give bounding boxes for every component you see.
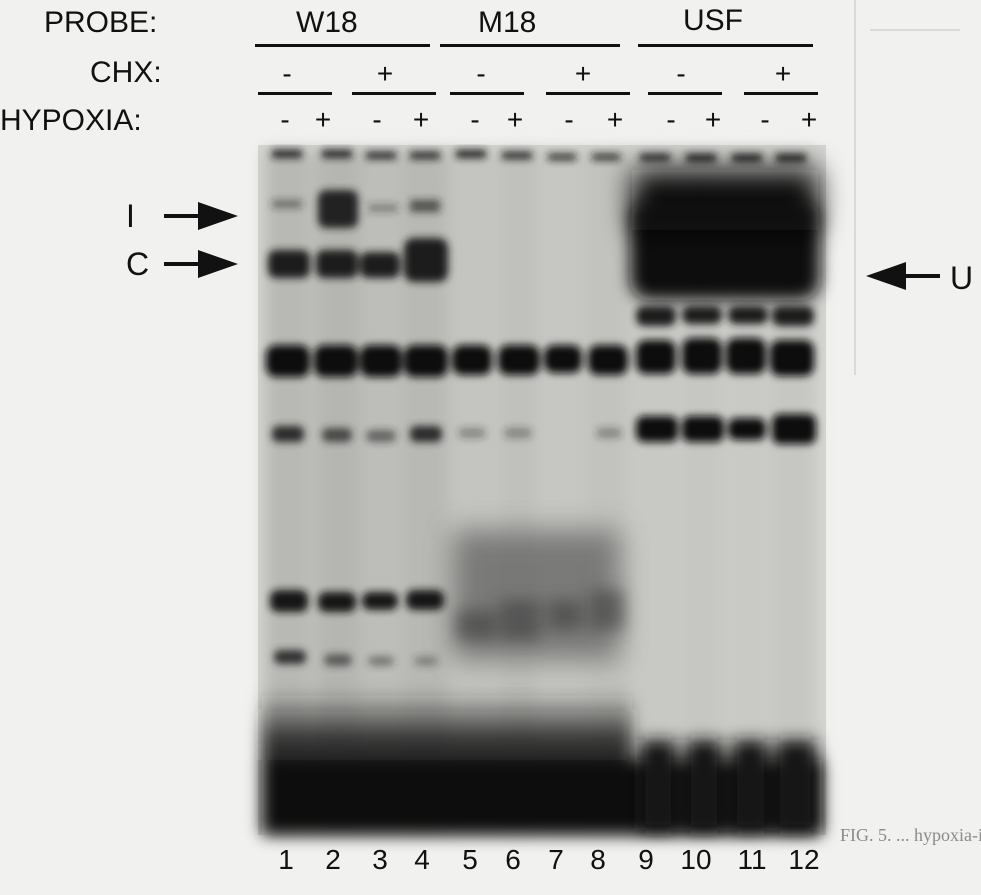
arrow-right-icon [164, 250, 238, 278]
hypoxia-sign: + [314, 104, 332, 135]
arrow-right-icon [164, 202, 238, 230]
chx-rule [744, 92, 818, 95]
chx-rule [258, 92, 332, 95]
band-u-label: U [950, 260, 974, 296]
hypoxia-label: HYPOXIA: [0, 104, 142, 137]
chx-sign: - [476, 58, 486, 89]
probe-w18-rule [255, 44, 430, 47]
hypoxia-sign: + [704, 104, 722, 135]
lane-number: 5 [462, 844, 478, 875]
hypoxia-sign: + [606, 104, 624, 135]
lane-number: 4 [414, 844, 430, 875]
probe-usf-rule [638, 44, 813, 47]
chx-rule [450, 92, 524, 95]
hypoxia-sign: - [372, 104, 382, 135]
lane-number: 6 [505, 844, 521, 875]
lane-number: 8 [590, 844, 606, 875]
lane-number: 10 [680, 844, 712, 875]
hypoxia-sign: - [280, 104, 290, 135]
probe-m18-rule [440, 44, 620, 47]
hypoxia-sign: - [666, 104, 676, 135]
probe-label: PROBE: [44, 6, 158, 39]
hypoxia-sign: - [470, 104, 480, 135]
hypoxia-sign: + [800, 104, 818, 135]
lane-number: 7 [548, 844, 564, 875]
hypoxia-sign: - [760, 104, 770, 135]
chx-sign: - [282, 58, 292, 89]
band-c-label: C [126, 246, 150, 282]
lane-number: 1 [278, 844, 294, 875]
lane-number: 2 [325, 844, 341, 875]
hypoxia-sign: + [506, 104, 524, 135]
chx-sign: + [376, 58, 394, 89]
hypoxia-sign: - [564, 104, 574, 135]
hypoxia-sign: + [412, 104, 430, 135]
probe-w18: W18 [296, 6, 358, 39]
lane-number: 11 [737, 844, 767, 875]
band-i-label: I [126, 198, 135, 234]
lane-number: 12 [788, 844, 820, 875]
chx-rule [546, 92, 630, 95]
chx-rule [648, 92, 722, 95]
chx-sign: + [774, 58, 792, 89]
probe-usf: USF [683, 4, 743, 37]
lane-number: 3 [372, 844, 388, 875]
arrow-left-icon [866, 262, 940, 290]
chx-sign: + [574, 58, 592, 89]
chx-rule [352, 92, 436, 95]
chx-sign: - [676, 58, 686, 89]
lane-number: 9 [638, 844, 654, 875]
probe-m18: M18 [478, 6, 537, 39]
caption-fragment: FIG. 5. ... hypoxia-inducible ... determ… [840, 825, 981, 845]
chx-label: CHX: [90, 56, 162, 89]
